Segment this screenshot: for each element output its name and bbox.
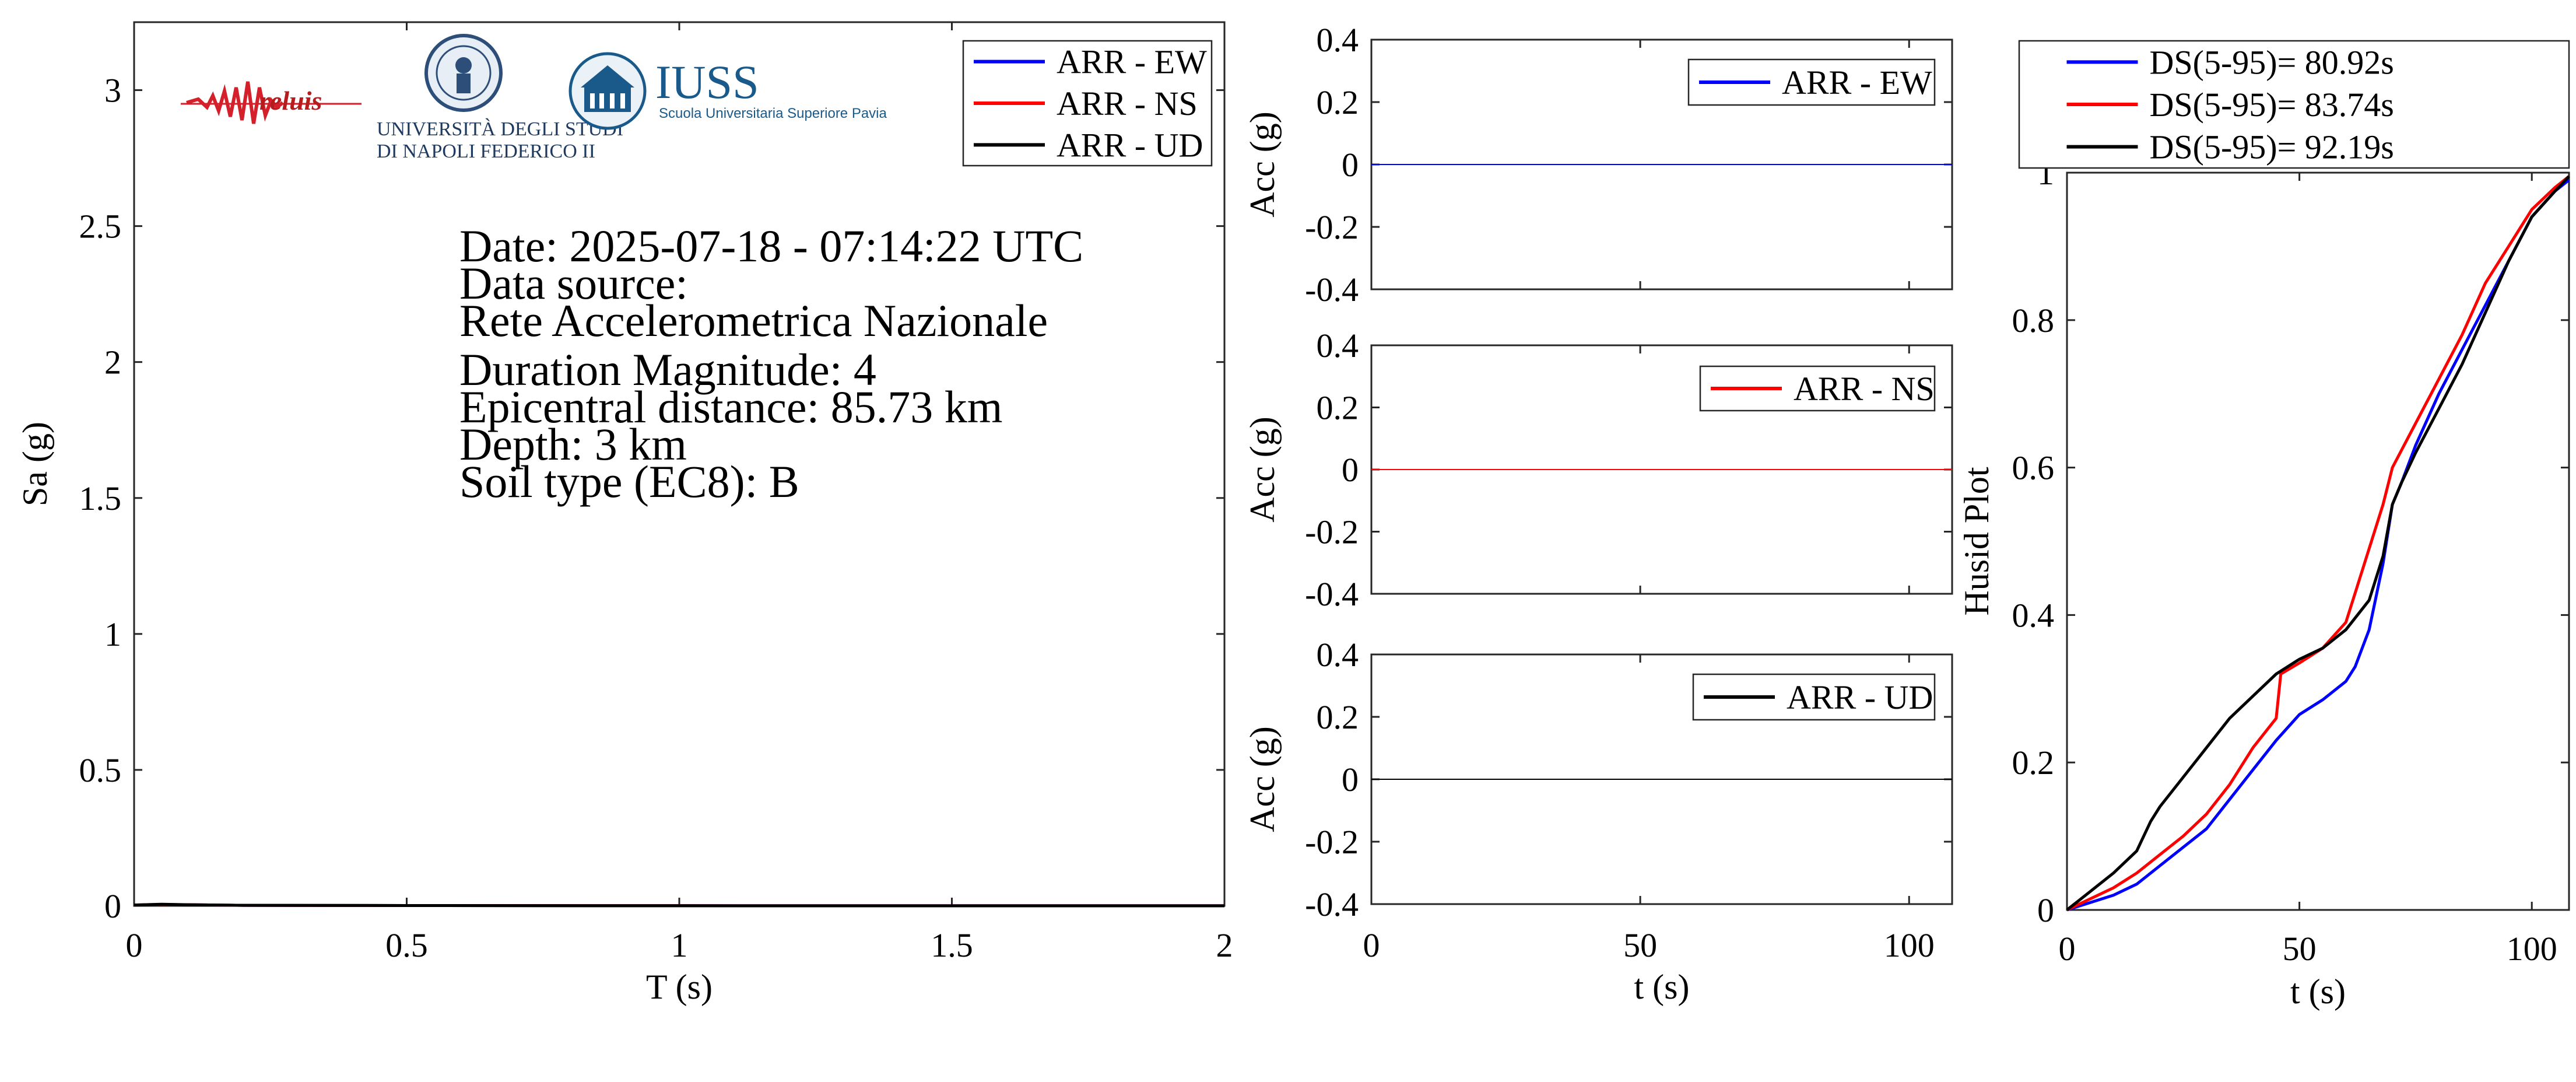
spectrum-xtick-label: 1 xyxy=(671,926,688,964)
acc-ud-ylabel: Acc (g) xyxy=(1243,726,1282,832)
iuss-text: IUSS xyxy=(655,55,759,108)
husid-series-line xyxy=(2066,175,2570,911)
info-source-label: Data source: xyxy=(459,258,688,309)
info-depth: Depth: 3 km xyxy=(459,419,687,470)
acc-ew-ytick-label: 0.4 xyxy=(1317,21,1359,59)
acc-ud-panel: -0.4 -0.2 0 0.2 0.4 0 50 100 t (s) Acc (g) ARR - U… xyxy=(1243,636,1953,1006)
husid-series-line xyxy=(2066,178,2570,912)
info-distance: Epicentral distance: 85.73 km xyxy=(459,381,1002,432)
acc-ns-ytick-label: 0.2 xyxy=(1317,389,1359,427)
husid-ytick-label: 0.6 xyxy=(2012,449,2055,487)
spectrum-ytick-label: 3 xyxy=(104,72,121,110)
husid-legend-label: DS(5-95)= 80.92s xyxy=(2150,43,2394,81)
acc-ud-ytick-label: -0.4 xyxy=(1305,885,1359,923)
husid-xlabel: t (s) xyxy=(2290,972,2346,1011)
husid-xtick-label: 50 xyxy=(2283,930,2317,968)
acc-ew-ytick-label: 0 xyxy=(1342,146,1359,184)
unina-line1: UNIVERSITÀ DEGLI STUDI xyxy=(377,118,623,140)
acc-ns-ytick-label: 0.4 xyxy=(1317,327,1359,365)
iuss-subtitle: Scuola Universitaria Superiore Pavia xyxy=(659,106,887,121)
spectrum-ytick-label: 1 xyxy=(104,615,121,653)
acc-ew-panel: -0.4 -0.2 0 0.2 0.4 Acc (g) ARR - EW xyxy=(1243,21,1953,309)
info-soil: Soil type (EC8): B xyxy=(459,456,799,507)
event-info: Date: 2025-07-18 - 07:14:22 UTC Data sou… xyxy=(459,220,1083,507)
husid-ylabel: Husid Plot xyxy=(1957,467,1996,615)
husid-xtick-label: 0 xyxy=(2059,930,2076,968)
spectrum-legend-label: ARR - UD xyxy=(1057,126,1203,164)
info-magnitude: Duration Magnitude: 4 xyxy=(459,344,876,395)
husid-legend-label: DS(5-95)= 92.19s xyxy=(2150,128,2394,166)
unina-logo: UNIVERSITÀ DEGLI STUDI DI NAPOLI FEDERIC… xyxy=(377,34,623,162)
spectrum-legend-label: ARR - EW xyxy=(1057,43,1207,81)
acc-ud-ytick-label: 0 xyxy=(1342,761,1359,799)
spectrum-xtick-label: 0.5 xyxy=(385,926,428,964)
spectrum-ytick-label: 1.5 xyxy=(79,479,122,517)
spectrum-xtick-label: 1.5 xyxy=(931,926,973,964)
spectrum-panel: 0 0.5 1 1.5 2 2.5 3 0 0.5 1 1.5 2 T (s) Sa (g) ARR - E… xyxy=(16,21,1233,1006)
husid-series-line xyxy=(2066,175,2570,912)
spectrum-ylabel: Sa (g) xyxy=(16,422,54,506)
acc-ud-legend-label: ARR - UD xyxy=(1787,678,1933,716)
spectrum-series-line xyxy=(134,902,1224,908)
reluis-logo: reluis xyxy=(181,81,362,124)
spectrum-axes xyxy=(133,21,1226,907)
husid-ytick-label: 0.4 xyxy=(2012,596,2055,634)
acc-ew-ytick-label: -0.2 xyxy=(1305,208,1359,246)
husid-xtick-label: 100 xyxy=(2507,930,2557,968)
husid-ytick-label: 0.2 xyxy=(2012,744,2055,782)
acc-ud-ytick-label: 0.2 xyxy=(1317,698,1359,736)
acc-ud-ytick-label: -0.2 xyxy=(1305,823,1359,861)
acc-ud-xtick-label: 0 xyxy=(1363,926,1380,964)
husid-axes xyxy=(2066,171,2570,911)
acc-ns-legend-label: ARR - NS xyxy=(1794,370,1935,408)
spectrum-xlabel: T (s) xyxy=(646,968,713,1006)
acc-ud-xtick-label: 50 xyxy=(1623,926,1657,964)
acc-ew-ytick-label: 0.2 xyxy=(1317,83,1359,121)
acc-ns-panel: -0.4 -0.2 0 0.2 0.4 Acc (g) ARR - NS xyxy=(1243,327,1953,613)
spectrum-legend-label: ARR - NS xyxy=(1057,85,1198,122)
acc-ns-ytick-label: -0.4 xyxy=(1305,575,1359,613)
reluis-text: reluis xyxy=(259,86,322,115)
husid-ytick-label: 0 xyxy=(2037,891,2054,929)
info-date: Date: 2025-07-18 - 07:14:22 UTC xyxy=(459,220,1083,271)
spectrum-ytick-label: 2 xyxy=(104,344,121,381)
spectrum-ytick-label: 0.5 xyxy=(79,751,122,789)
acc-ud-ytick-label: 0.4 xyxy=(1317,636,1359,674)
acc-ew-legend-label: ARR - EW xyxy=(1782,64,1932,101)
husid-legend-label: DS(5-95)= 83.74s xyxy=(2150,86,2394,124)
info-source: Rete Accelerometrica Nazionale xyxy=(459,295,1048,346)
acc-ew-ylabel: Acc (g) xyxy=(1243,111,1282,218)
acc-ew-ytick-label: -0.4 xyxy=(1305,271,1359,309)
unina-line2: DI NAPOLI FEDERICO II xyxy=(377,141,595,162)
acc-ud-xlabel: t (s) xyxy=(1634,968,1690,1006)
acc-ud-xtick-label: 100 xyxy=(1884,926,1935,964)
spectrum-ytick-label: 2.5 xyxy=(79,208,122,246)
acc-ns-ytick-label: -0.2 xyxy=(1305,513,1359,551)
acc-ns-ylabel: Acc (g) xyxy=(1243,416,1282,523)
acc-ns-ytick-label: 0 xyxy=(1342,451,1359,489)
spectrum-xtick-label: 2 xyxy=(1216,926,1233,964)
husid-ytick-label: 0.8 xyxy=(2012,302,2055,339)
spectrum-ytick-label: 0 xyxy=(104,887,121,925)
spectrum-xtick-label: 0 xyxy=(126,926,143,964)
iuss-logo: IUSS Scuola Universitaria Superiore Pavi… xyxy=(568,52,887,130)
